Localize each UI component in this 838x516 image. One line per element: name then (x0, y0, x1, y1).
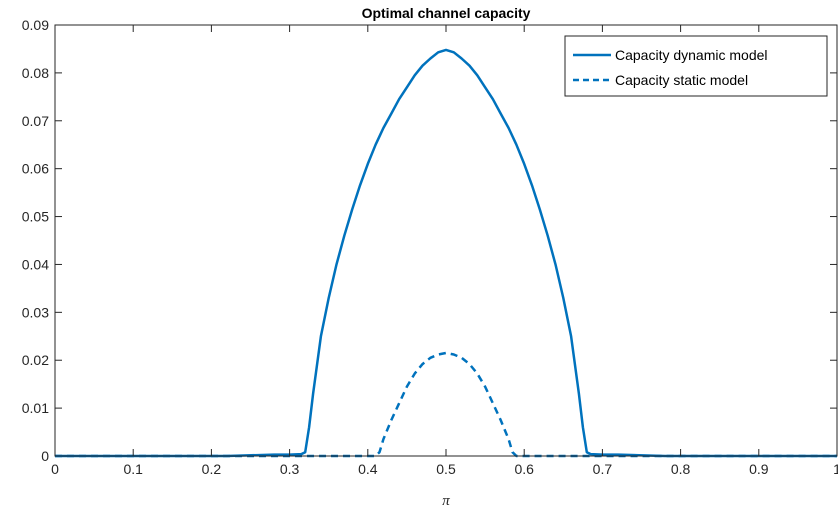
x-tick-label: 0.8 (671, 461, 691, 477)
y-tick-label: 0.03 (22, 304, 49, 320)
y-tick-label: 0.04 (22, 256, 49, 272)
legend: Capacity dynamic model Capacity static m… (564, 35, 828, 97)
x-tick-label: 1 (833, 461, 838, 477)
x-tick-label: 0.3 (280, 461, 300, 477)
x-axis-label: π (442, 493, 450, 509)
y-tick-label: 0 (41, 448, 49, 464)
series-line-static (55, 351, 837, 458)
chart-title: Optimal channel capacity (362, 5, 531, 21)
x-tick-label: 0.9 (749, 461, 769, 477)
x-axis: 0 0.1 0.2 0.3 0.4 0.5 0.6 0.7 0.8 0.9 1 (51, 25, 838, 477)
y-tick-label: 0.07 (22, 113, 49, 129)
series-layer (55, 48, 837, 458)
y-tick-label: 0.05 (22, 209, 49, 225)
y-tick-label: 0.08 (22, 65, 49, 81)
x-tick-label: 0.7 (593, 461, 613, 477)
x-tick-label: 0 (51, 461, 59, 477)
x-tick-label: 0.6 (514, 461, 534, 477)
x-tick-label: 0.1 (123, 461, 143, 477)
y-axis: 0 0.01 0.02 0.03 0.04 0.05 0.06 0.07 0.08 0.09 (22, 17, 837, 464)
y-tick-label: 0.06 (22, 161, 49, 177)
series-line-dynamic (55, 48, 837, 458)
x-tick-label: 0.5 (436, 461, 456, 477)
legend-label-dynamic: Capacity dynamic model (615, 47, 768, 63)
y-tick-label: 0.09 (22, 17, 49, 33)
x-tick-label: 0.4 (358, 461, 378, 477)
legend-label-static: Capacity static model (615, 72, 748, 88)
legend-box (564, 35, 828, 97)
plot-background (55, 25, 837, 456)
y-tick-label: 0.02 (22, 352, 49, 368)
x-tick-label: 0.2 (202, 461, 222, 477)
y-tick-label: 0.01 (22, 400, 49, 416)
